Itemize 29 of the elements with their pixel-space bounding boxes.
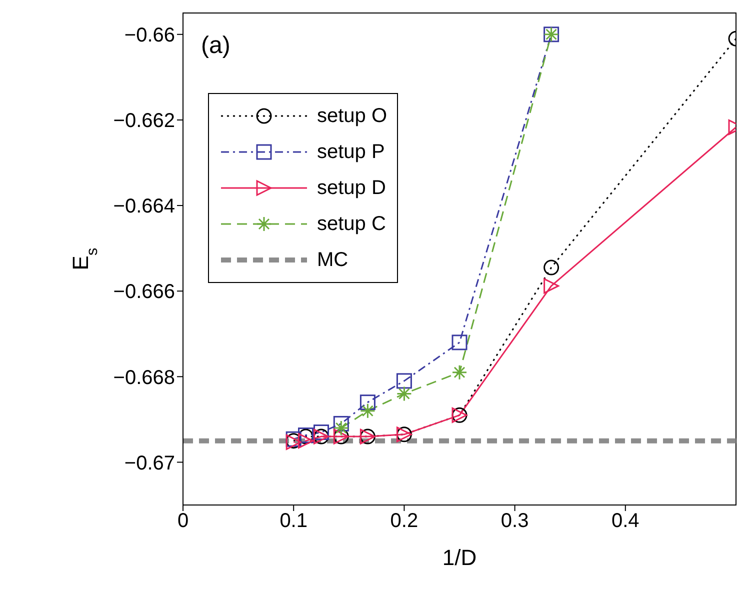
- point: [333, 420, 349, 436]
- legend-label: setup C: [317, 212, 386, 236]
- point: [452, 334, 468, 350]
- x-tick-label: 0.4: [611, 510, 640, 532]
- legend-label: MC: [317, 248, 348, 272]
- point: [396, 373, 412, 389]
- point: [452, 364, 468, 380]
- y-tick-label: −0.66: [124, 24, 175, 46]
- y-tick-label: −0.666: [113, 281, 175, 304]
- legend-label: setup P: [317, 140, 385, 164]
- point: [333, 416, 349, 432]
- legend-label: setup O: [317, 104, 388, 128]
- x-axis-title: 1/D: [442, 545, 477, 570]
- point: [544, 260, 560, 276]
- point: [544, 278, 560, 294]
- y-tick-label: −0.664: [113, 196, 175, 218]
- legend-label: setup D: [317, 176, 386, 200]
- x-tick-label: 0.3: [500, 510, 529, 532]
- point: [396, 386, 412, 402]
- point: [360, 394, 376, 410]
- x-tick-label: 0: [177, 510, 189, 532]
- point: [360, 403, 376, 419]
- y-tick-label: −0.67: [124, 452, 175, 474]
- y-tick-label: −0.668: [113, 366, 175, 389]
- point: [298, 433, 314, 449]
- y-tick-label: −0.662: [113, 110, 175, 132]
- x-tick-label: 0.1: [280, 510, 308, 532]
- annotation: (a): [201, 32, 230, 59]
- x-tick-label: 0.2: [390, 510, 418, 532]
